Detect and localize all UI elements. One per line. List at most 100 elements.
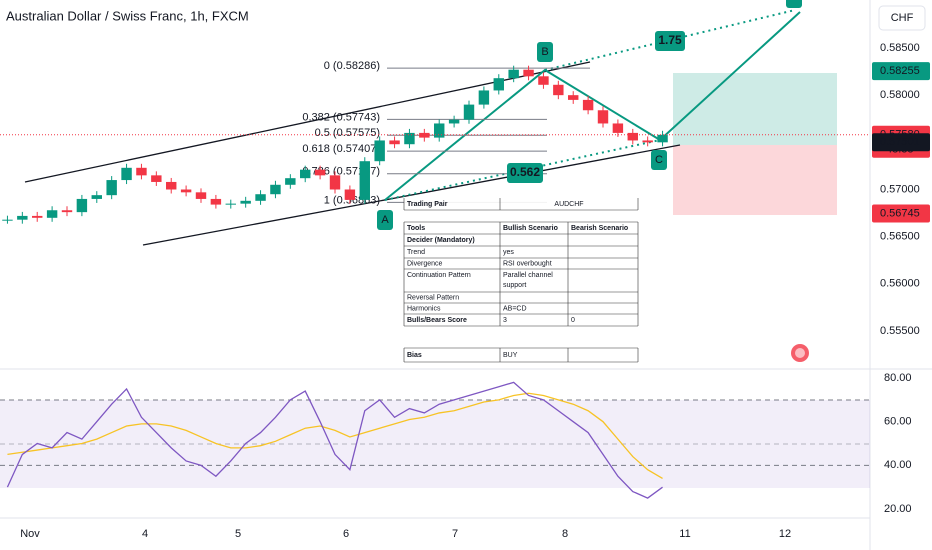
table-bg [404,198,638,362]
candle [255,194,266,201]
candle [121,167,132,181]
candle [46,210,58,218]
candle [657,134,668,143]
candle [329,175,341,190]
price-tick-label: 0.58500 [880,42,920,54]
shape [673,145,837,215]
price-tick-label: 0.57000 [880,183,920,195]
d-box [786,0,802,8]
rsi-tick-label: 60.00 [884,416,912,428]
candle [568,95,579,100]
candle [32,215,43,218]
candle [478,90,490,105]
shape [795,348,805,358]
table-cell: Parallel channel support [503,272,553,289]
table-cell: AUDCHF [554,201,583,208]
table-cell: Harmonics [407,305,441,312]
candle [404,132,415,145]
price-tag-label: 0.56745 [880,207,920,219]
chart-title: Australian Dollar / Swiss Franc, 1h, FXC… [6,8,249,23]
fib-label: 0.382 (0.57743) [302,111,380,123]
price-tag-label: 0.57501 [880,136,920,148]
table-cell: AB=CD [503,305,527,312]
price-tag [872,62,930,81]
candle [180,189,192,193]
ratio-label: 1.75 [658,33,682,47]
date-label: 4 [142,528,148,540]
table-cell: Bearish Scenario [571,225,628,232]
table-cell: BUY [503,352,518,359]
price-tag-label: 0.58255 [880,65,920,77]
price-tag [872,133,930,152]
candle [553,84,564,96]
date-label: 8 [562,528,568,540]
candle [285,178,296,185]
price-tag [872,204,930,223]
candle [597,110,609,124]
table-cell: Decider (Mandatory) [407,237,475,244]
table-cell: Bullish Scenario [503,225,558,232]
point-label: A [381,214,389,226]
rsi-tick-label: 40.00 [884,459,912,471]
candle [419,132,430,138]
candle [210,198,222,205]
candle [240,200,251,204]
table-cell: Trend [407,249,425,256]
price-tick-label: 0.56500 [880,231,920,243]
table-cell: Bulls/Bears Score [407,317,467,324]
shape [142,144,681,246]
shape [673,73,837,145]
date-label: 6 [343,528,349,540]
candle [627,132,638,141]
candle [642,140,653,143]
price-tick-label: 0.58000 [880,89,920,101]
candle [389,140,400,145]
table-cell: Bias [407,352,422,359]
table-cell: yes [503,249,514,256]
table-cell: 0 [571,317,575,324]
fib-label: 0.5 (0.57575) [315,127,380,139]
table-cell: Divergence [407,260,443,267]
rsi-tick-label: 20.00 [884,503,912,515]
candle [463,104,475,120]
point-label: C [655,154,663,166]
ratio-box [507,163,543,183]
candle [448,119,460,124]
point-label: B [541,46,548,58]
price-tick-label: 0.56000 [880,278,920,290]
fib-label: 0 (0.58286) [324,60,380,72]
table-cell: Tools [407,225,425,232]
rsi-line [6,381,663,499]
date-label: 12 [779,528,791,540]
point-label-box [377,210,393,230]
ratio-label: 0.562 [510,165,540,179]
candle [136,167,147,176]
candle [344,189,356,200]
table-cell: Continuation Pattern [407,272,471,279]
candle [106,180,117,196]
ratio-box [655,31,685,51]
candle [493,78,504,91]
currency[interactable]: CHF [891,12,914,24]
candle [61,210,73,213]
candle [17,215,28,220]
candle [508,69,519,79]
candle [374,140,385,162]
shape [878,5,926,31]
candle [434,123,445,138]
shape [384,139,661,201]
candle [195,192,207,199]
candle [76,198,88,213]
candle [523,69,534,77]
candle [270,184,281,195]
candle [582,99,594,111]
candle [359,161,370,200]
candle [151,175,162,182]
fib-label: 0.618 (0.57407) [302,143,380,155]
price-tick-label: 0.55500 [880,325,920,337]
candle [538,76,549,85]
table-cell: RSI overbought [503,260,552,267]
rsi-tick-label: 80.00 [884,372,912,384]
candle [314,169,326,176]
